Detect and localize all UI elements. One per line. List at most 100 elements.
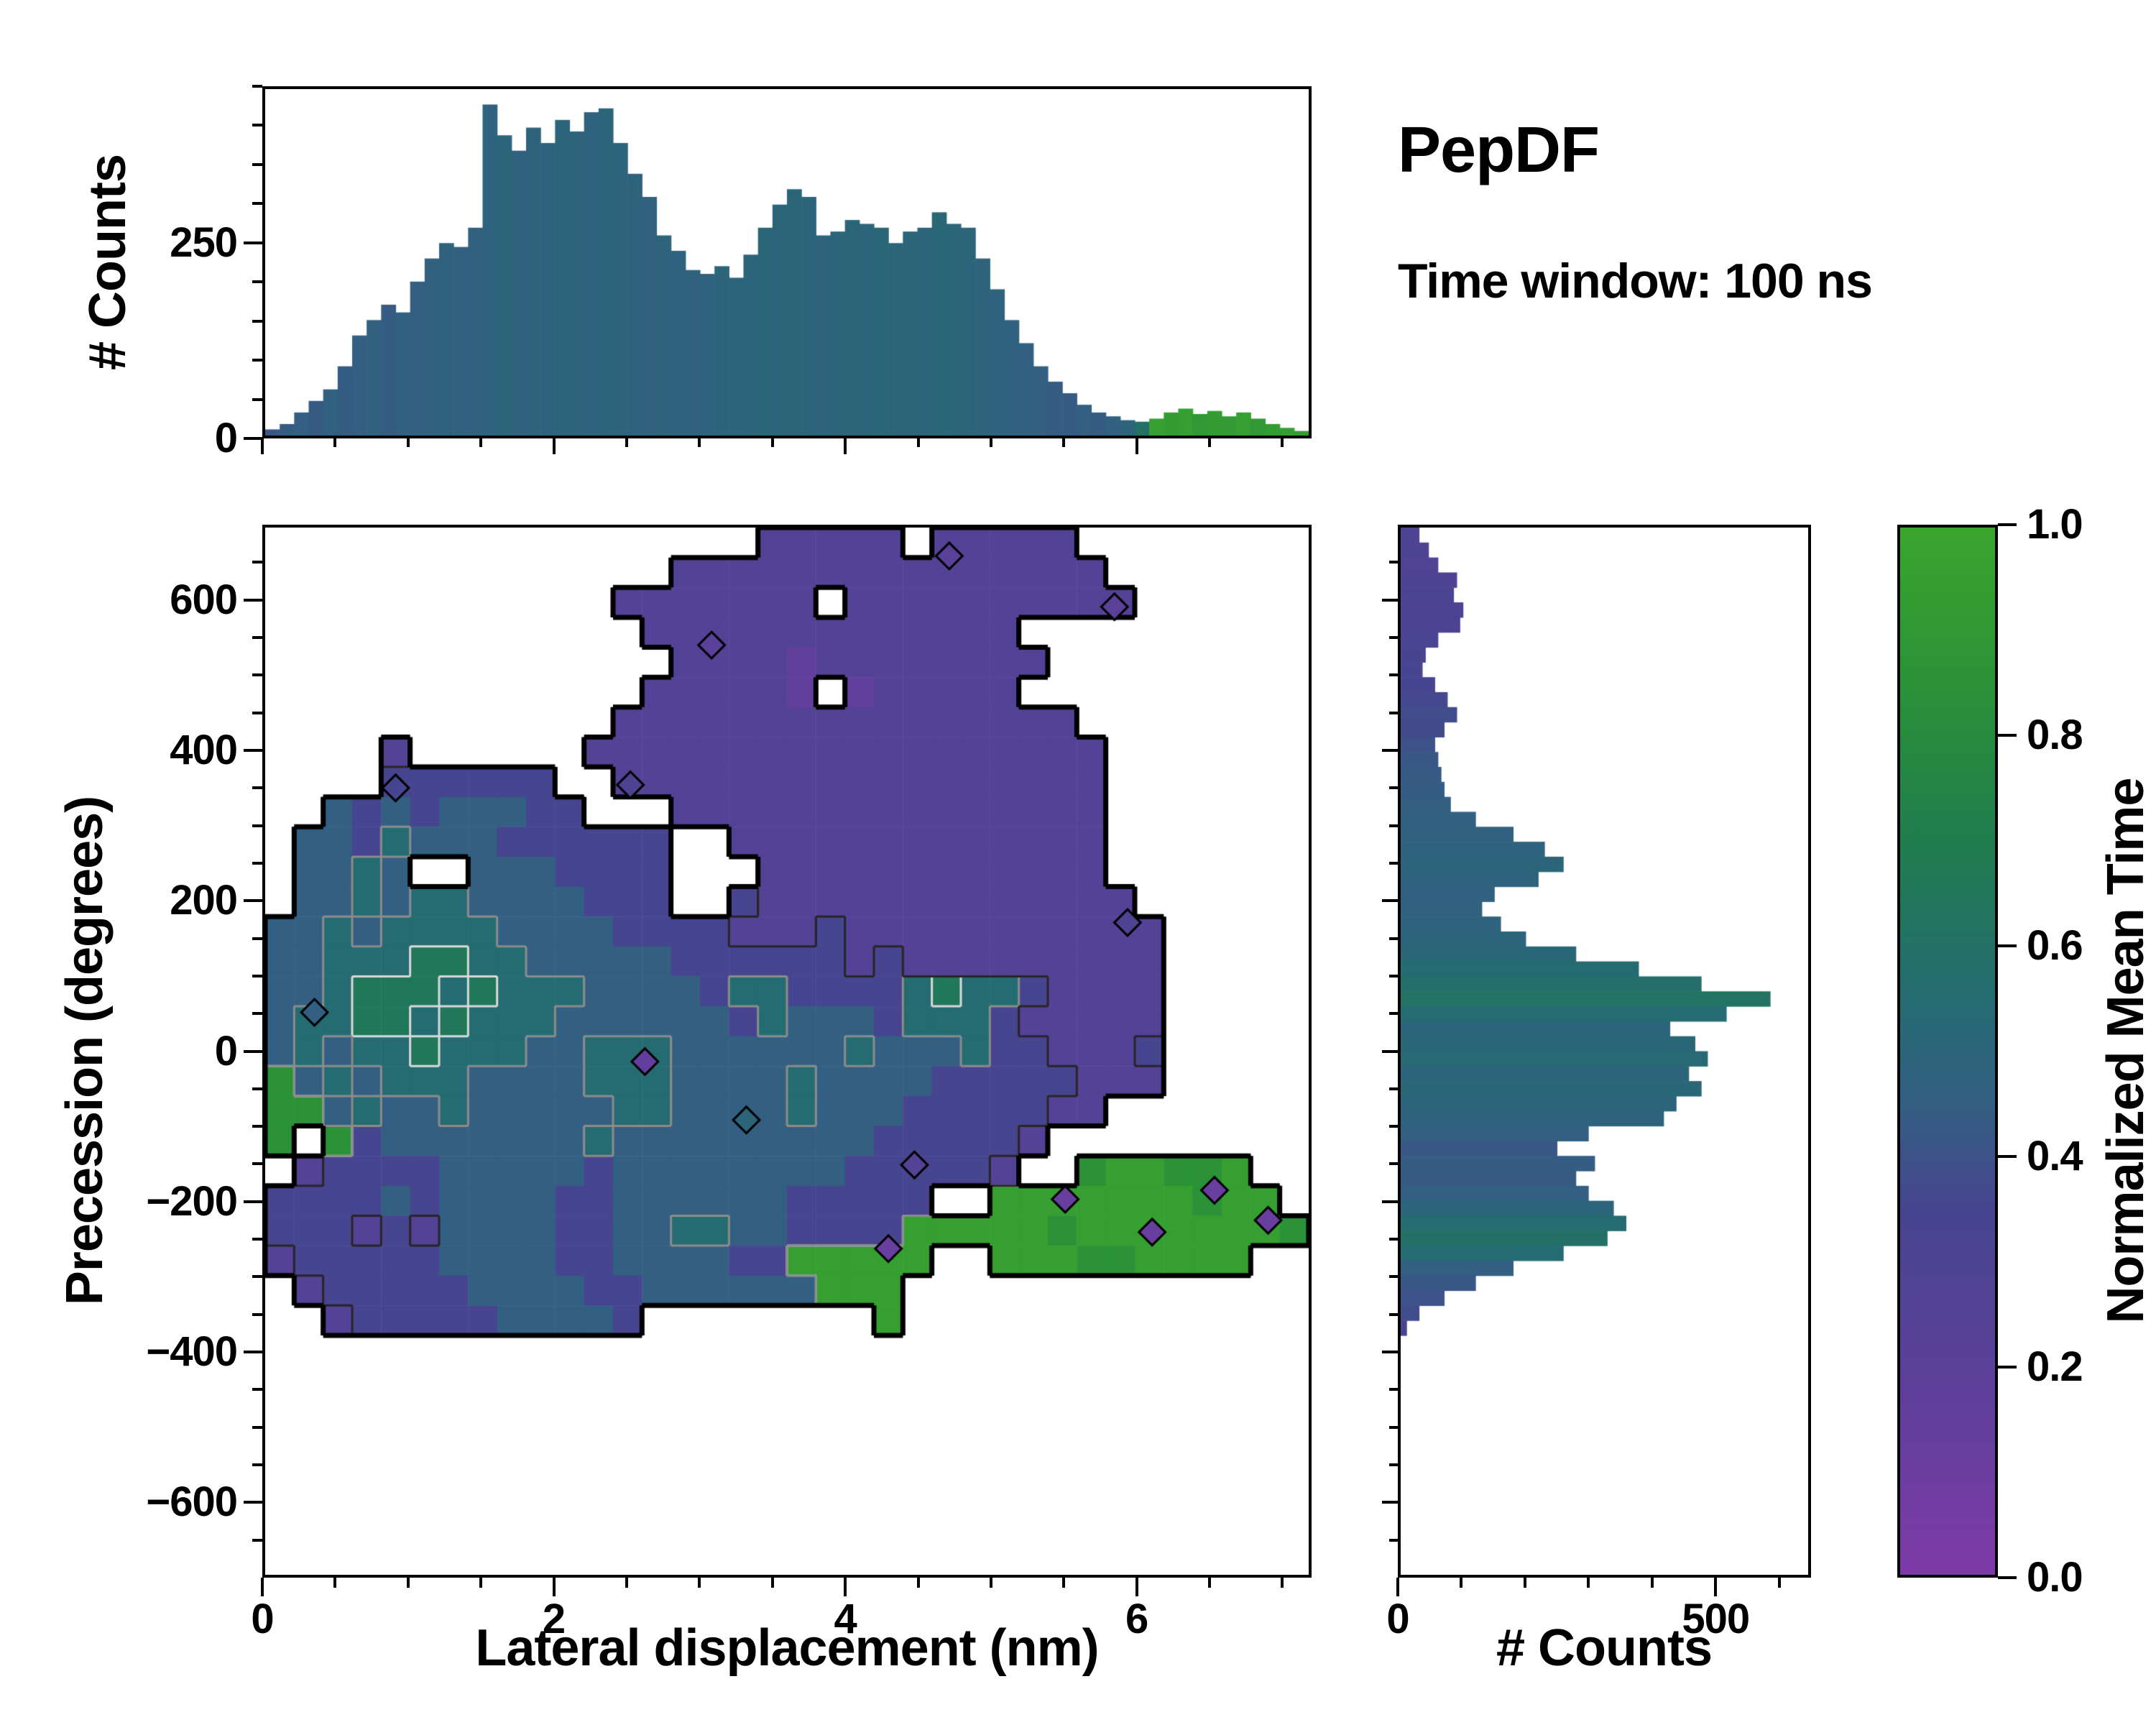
x-tick-label: 2	[542, 1596, 566, 1642]
tick-mark	[1389, 561, 1398, 564]
tick-mark	[552, 438, 556, 454]
y-tick-label: 0	[214, 1027, 238, 1075]
main-xlabel: Lateral displacement (nm)	[475, 1619, 1099, 1677]
tick-mark	[1389, 1125, 1398, 1128]
tick-mark	[252, 1162, 262, 1166]
tick-mark	[1389, 711, 1398, 714]
tick-mark	[252, 359, 262, 362]
tick-mark	[244, 1049, 262, 1053]
tick-mark	[479, 1578, 483, 1588]
tick-mark	[1062, 1578, 1066, 1588]
colorbar-tick-label: 0.2	[2027, 1343, 2083, 1390]
tick-mark	[1389, 1275, 1398, 1279]
tick-mark	[1281, 438, 1284, 447]
tick-mark	[844, 438, 847, 454]
tick-mark	[1389, 635, 1398, 639]
x-tick-label: 0	[251, 1596, 274, 1642]
main-heatmap-canvas	[265, 528, 1309, 1575]
tick-mark	[698, 1578, 701, 1588]
tick-mark	[1389, 1238, 1398, 1241]
tick-mark	[252, 319, 262, 323]
top-histogram-panel	[262, 86, 1312, 438]
y-tick-label: 200	[170, 877, 238, 924]
right-hist-xlabel: # Counts	[1496, 1619, 1713, 1677]
tick-mark	[252, 1012, 262, 1016]
tick-mark	[244, 437, 262, 440]
tick-mark	[1389, 974, 1398, 978]
tick-mark	[1135, 438, 1138, 454]
tick-mark	[252, 937, 262, 940]
tick-mark	[1389, 824, 1398, 827]
tick-mark	[1389, 937, 1398, 940]
tick-mark	[252, 202, 262, 206]
tick-mark	[1382, 598, 1398, 602]
tick-mark	[1998, 734, 2017, 737]
tick-mark	[698, 438, 701, 447]
tick-mark	[844, 1578, 847, 1596]
y-tick-label: −200	[146, 1177, 238, 1225]
right-histogram-panel	[1398, 525, 1811, 1578]
tick-mark	[1714, 1578, 1718, 1596]
tick-mark	[1208, 438, 1212, 447]
x-tick-label: 4	[834, 1596, 857, 1642]
tick-mark	[1396, 1578, 1399, 1596]
tick-mark	[989, 438, 992, 447]
tick-mark	[252, 1388, 262, 1392]
tick-mark	[1389, 1538, 1398, 1542]
y-tick-label: 600	[170, 576, 238, 623]
colorbar-tick-label: 0.0	[2027, 1554, 2083, 1601]
tick-mark	[1208, 1578, 1212, 1588]
tick-mark	[252, 1463, 262, 1467]
top-y-tick-label: 250	[170, 218, 238, 266]
top-y-tick-label: 0	[214, 415, 238, 461]
tick-mark	[252, 561, 262, 564]
tick-mark	[244, 241, 262, 244]
tick-mark	[1389, 1162, 1398, 1166]
tick-mark	[1389, 673, 1398, 677]
tick-mark	[625, 1578, 628, 1588]
tick-mark	[244, 598, 262, 602]
tick-mark	[252, 861, 262, 865]
tick-mark	[333, 1578, 337, 1588]
tick-mark	[252, 786, 262, 790]
tick-mark	[1389, 1312, 1398, 1316]
tick-mark	[252, 280, 262, 284]
top-histogram-canvas	[265, 89, 1309, 436]
tick-mark	[1382, 748, 1398, 752]
tick-mark	[1998, 944, 2017, 947]
tick-mark	[406, 438, 410, 447]
tick-mark	[770, 1578, 774, 1588]
tick-mark	[1587, 1578, 1590, 1588]
tick-mark	[252, 824, 262, 827]
tick-mark	[625, 438, 628, 447]
colorbar-tick-label: 0.8	[2027, 712, 2083, 758]
tick-mark	[406, 1578, 410, 1588]
tick-mark	[252, 1087, 262, 1090]
colorbar	[1897, 525, 1998, 1578]
tick-mark	[261, 1578, 264, 1596]
x-tick-label: 6	[1125, 1596, 1148, 1642]
colorbar-tick-label: 0.6	[2027, 922, 2083, 969]
tick-mark	[252, 1538, 262, 1542]
tick-mark	[252, 1125, 262, 1128]
tick-mark	[1135, 1578, 1138, 1596]
tick-mark	[333, 438, 337, 447]
tick-mark	[1382, 1351, 1398, 1354]
tick-mark	[1382, 1200, 1398, 1203]
right-x-tick-label: 500	[1682, 1596, 1750, 1642]
tick-mark	[244, 1200, 262, 1203]
tick-mark	[1389, 1012, 1398, 1016]
tick-mark	[252, 1425, 262, 1429]
tick-mark	[1998, 1576, 2017, 1579]
tick-mark	[261, 438, 264, 454]
tick-mark	[989, 1578, 992, 1588]
tick-mark	[1389, 786, 1398, 790]
tick-mark	[252, 974, 262, 978]
colorbar-tick-label: 0.4	[2027, 1133, 2083, 1179]
right-x-tick-label: 0	[1386, 1596, 1409, 1642]
main-heatmap-panel	[262, 525, 1312, 1578]
tick-mark	[1998, 1366, 2017, 1368]
tick-mark	[252, 85, 262, 88]
tick-mark	[1382, 1501, 1398, 1504]
